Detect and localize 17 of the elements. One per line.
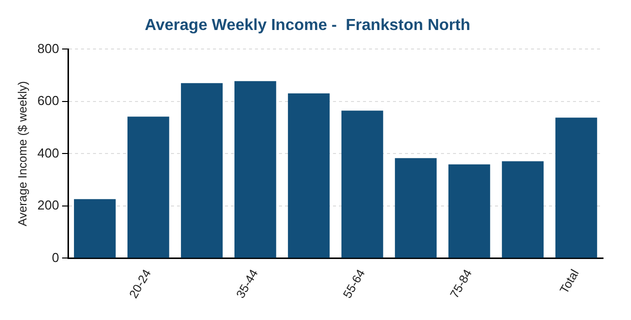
y-tick-label: 200 (37, 198, 60, 213)
bar (341, 110, 384, 258)
bar (502, 161, 544, 258)
bar (448, 164, 490, 258)
y-tick-label: 600 (37, 93, 60, 108)
y-tick-label: 800 (37, 40, 60, 56)
bar (180, 83, 223, 258)
y-tick-label: 0 (52, 250, 60, 265)
y-tick-label: 400 (37, 145, 60, 160)
bar (234, 81, 276, 258)
chart-title: Average Weekly Income - Frankston North (144, 17, 470, 34)
bar (288, 93, 330, 258)
bar (555, 118, 598, 258)
bar (127, 116, 170, 258)
y-axis-title: Average Income ($ weekly) (16, 81, 30, 226)
bar (394, 158, 437, 258)
bar (74, 199, 116, 258)
